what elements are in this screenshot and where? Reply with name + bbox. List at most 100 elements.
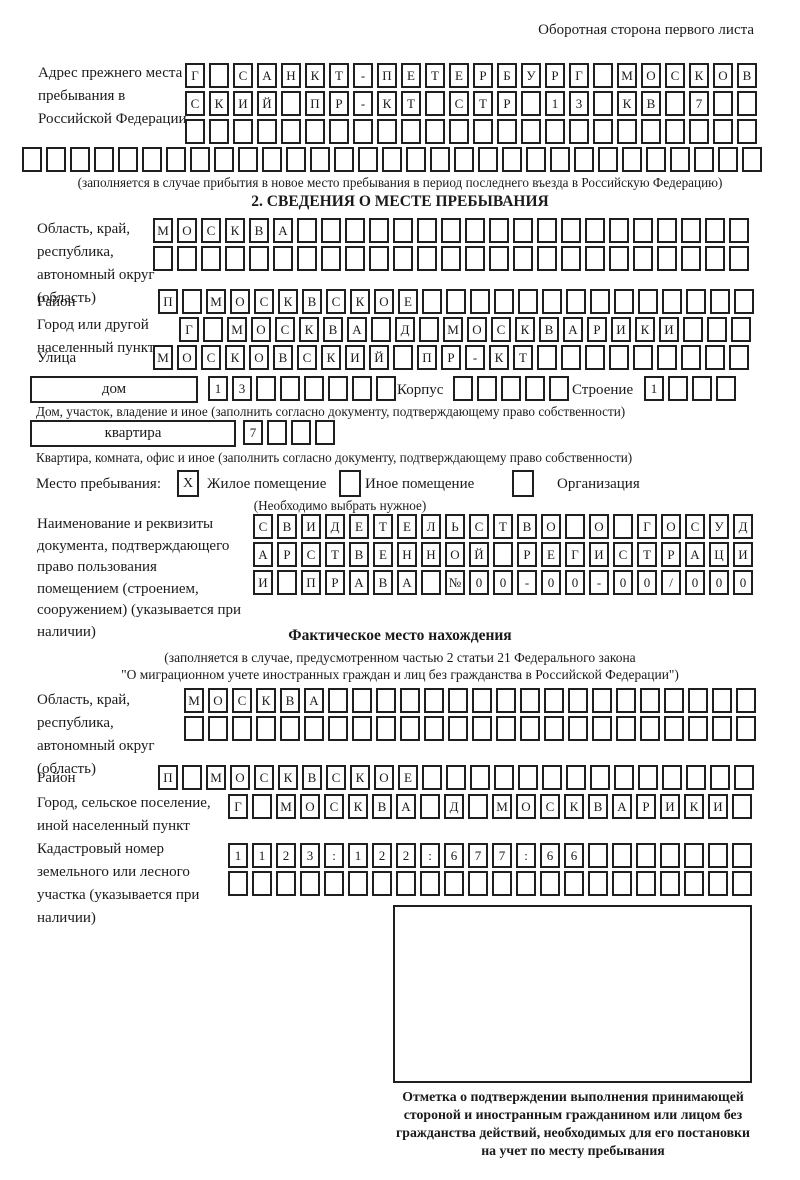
char-cell	[681, 246, 701, 271]
char-cell	[372, 871, 392, 896]
char-cell: 7	[243, 420, 263, 445]
char-cell	[657, 218, 677, 243]
char-cell	[252, 794, 272, 819]
char-cell	[516, 871, 536, 896]
char-cell	[640, 716, 660, 741]
char-cell	[201, 246, 221, 271]
char-cell: С	[254, 765, 274, 790]
char-cell	[574, 147, 594, 172]
char-cell: Д	[733, 514, 753, 539]
char-cell: О	[177, 345, 197, 370]
char-cell	[566, 289, 586, 314]
apartment-note: Квартира, комната, офис и иное (заполнит…	[36, 450, 633, 465]
char-cell: А	[685, 542, 705, 567]
char-cell: №	[445, 570, 465, 595]
char-cell: 1	[644, 376, 664, 401]
char-cell: Р	[497, 91, 517, 116]
char-cell: В	[302, 765, 322, 790]
char-cell: А	[397, 570, 417, 595]
char-cell	[417, 246, 437, 271]
char-cell	[421, 570, 441, 595]
char-cell	[520, 716, 540, 741]
korpus-label: Корпус	[397, 382, 444, 398]
char-cell	[646, 147, 666, 172]
char-cell	[593, 91, 613, 116]
char-cell: В	[372, 794, 392, 819]
char-cell	[328, 376, 348, 401]
char-cell: 2	[396, 843, 416, 868]
char-cell: К	[564, 794, 584, 819]
char-cell: Р	[517, 542, 537, 567]
char-cell	[256, 376, 276, 401]
char-cell: В	[277, 514, 297, 539]
char-cell	[736, 688, 756, 713]
char-cell: О	[589, 514, 609, 539]
char-cell	[494, 289, 514, 314]
char-cell	[737, 91, 757, 116]
document-row-3: И П Р А В А № 0 0-0 0-0 0/0 0 0	[253, 570, 753, 595]
char-cell	[276, 871, 296, 896]
char-cell: Т	[329, 63, 349, 88]
char-cell	[668, 376, 688, 401]
char-cell: Р	[473, 63, 493, 88]
char-cell: В	[641, 91, 661, 116]
char-cell: О	[251, 317, 271, 342]
char-cell: С	[185, 91, 205, 116]
char-cell: Т	[373, 514, 393, 539]
char-cell	[612, 871, 632, 896]
char-cell	[280, 716, 300, 741]
char-cell: К	[225, 218, 245, 243]
char-cell	[633, 218, 653, 243]
char-cell: С	[540, 794, 560, 819]
char-cell: Е	[449, 63, 469, 88]
char-cell: 1	[228, 843, 248, 868]
char-cell: 0	[685, 570, 705, 595]
actual-location-note-line-1: (заполняется в случае, предусмотренном ч…	[164, 650, 636, 665]
char-cell	[280, 376, 300, 401]
char-cell	[569, 119, 589, 144]
char-cell: Г	[185, 63, 205, 88]
char-cell	[444, 871, 464, 896]
char-cell: Г	[569, 63, 589, 88]
region-row-2	[153, 246, 749, 271]
char-cell	[256, 716, 276, 741]
char-cell	[454, 147, 474, 172]
char-cell: 0	[709, 570, 729, 595]
cadastral-row-2	[228, 871, 752, 896]
char-cell	[734, 289, 754, 314]
actual-location-title: Фактическое место нахождения	[288, 627, 512, 644]
char-cell: И	[253, 570, 273, 595]
char-cell: П	[377, 63, 397, 88]
actual-location-note-line-2: "О миграционном учете иностранных гражда…	[121, 667, 679, 682]
apartment-cells: 7	[243, 420, 335, 445]
char-cell	[449, 119, 469, 144]
stay-type-label: Место пребывания:	[36, 476, 161, 492]
char-cell	[70, 147, 90, 172]
char-cell: Г	[637, 514, 657, 539]
char-cell: В	[323, 317, 343, 342]
char-cell: С	[449, 91, 469, 116]
char-cell	[297, 246, 317, 271]
char-cell	[712, 688, 732, 713]
char-cell	[705, 345, 725, 370]
char-cell	[497, 119, 517, 144]
char-cell	[177, 246, 197, 271]
char-cell	[305, 119, 325, 144]
char-cell: 0	[565, 570, 585, 595]
char-cell: К	[377, 91, 397, 116]
char-cell	[369, 218, 389, 243]
char-cell	[430, 147, 450, 172]
char-cell: 6	[564, 843, 584, 868]
char-cell: С	[301, 542, 321, 567]
char-cell: В	[249, 218, 269, 243]
char-cell: И	[733, 542, 753, 567]
char-cell	[321, 246, 341, 271]
char-cell: А	[347, 317, 367, 342]
